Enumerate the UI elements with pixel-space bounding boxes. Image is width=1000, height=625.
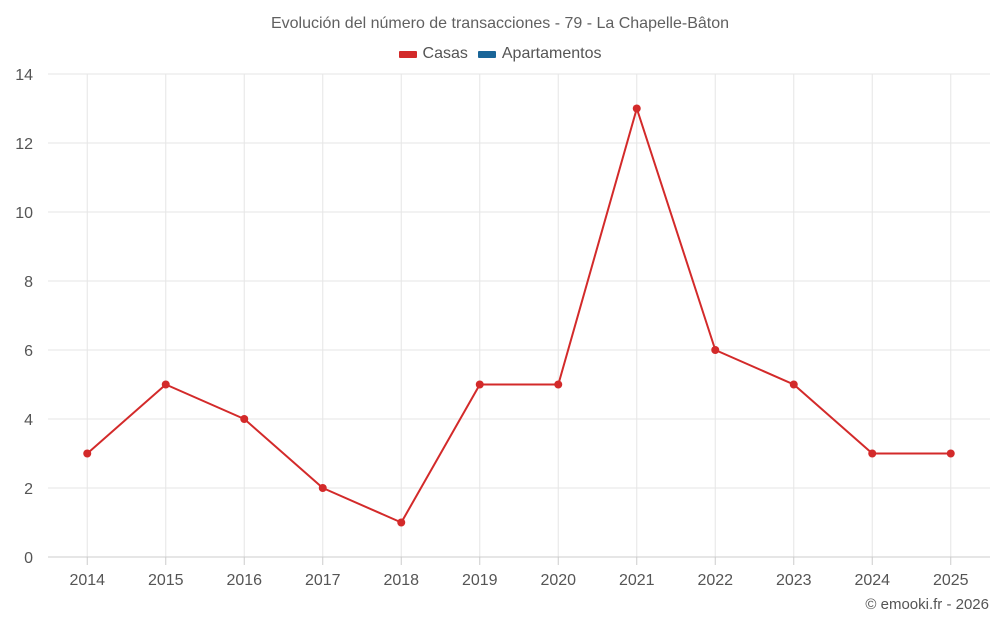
legend-label-apartamentos: Apartamentos	[501, 45, 602, 62]
legend-label-casas: Casas	[422, 45, 468, 62]
data-point-casas	[475, 380, 484, 389]
data-point-casas	[240, 415, 249, 423]
data-point-casas	[632, 104, 641, 113]
data-point-casas	[318, 484, 327, 492]
credit: © emooki.fr - 2026	[865, 596, 989, 613]
x-tick-label: 2017	[305, 572, 341, 589]
data-point-casas	[711, 346, 720, 354]
legend-swatch-casas	[398, 50, 417, 58]
data-point-casas	[161, 380, 170, 389]
x-tick-label: 2014	[69, 572, 105, 589]
legend-item-apartamentos[interactable]: Apartamentos	[477, 45, 602, 63]
x-tick-label: 2023	[776, 572, 812, 589]
x-tick-label: 2019	[462, 572, 498, 589]
y-tick-label: 10	[15, 205, 33, 222]
legend: Casas Apartamentos	[0, 45, 1000, 63]
data-point-casas	[946, 449, 955, 458]
data-point-casas	[868, 449, 877, 458]
legend-swatch-apartamentos	[477, 50, 496, 58]
y-tick-label: 2	[24, 481, 33, 498]
data-point-casas	[554, 380, 563, 389]
y-tick-label: 8	[24, 274, 33, 291]
x-tick-label: 2021	[619, 572, 655, 589]
x-tick-label: 2018	[383, 572, 419, 589]
x-tick-label: 2024	[854, 572, 890, 589]
y-tick-label: 14	[15, 67, 33, 84]
y-tick-label: 6	[24, 343, 33, 360]
x-tick-label: 2022	[697, 572, 733, 589]
y-tick-label: 12	[15, 136, 33, 153]
legend-item-casas[interactable]: Casas	[398, 45, 468, 63]
x-tick-label: 2016	[226, 572, 262, 589]
data-point-casas	[789, 380, 798, 389]
x-tick-label: 2015	[148, 572, 184, 589]
series-line-casas	[86, 107, 951, 524]
x-tick-label: 2020	[540, 572, 576, 589]
x-tick-label: 2025	[933, 572, 969, 589]
chart-title: Evolución del número de transacciones - …	[270, 15, 730, 32]
data-point-casas	[397, 518, 406, 527]
y-tick-label: 4	[24, 412, 33, 429]
data-point-casas	[83, 449, 92, 458]
y-tick-label: 0	[24, 550, 33, 567]
